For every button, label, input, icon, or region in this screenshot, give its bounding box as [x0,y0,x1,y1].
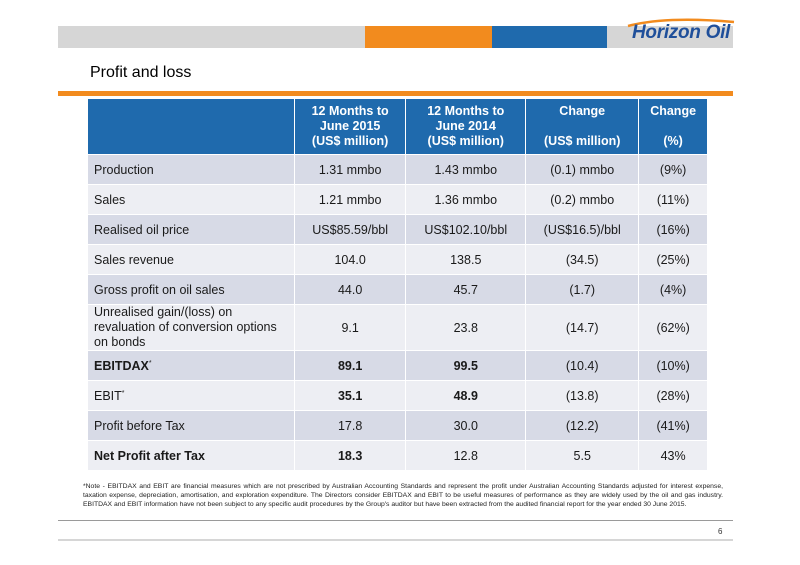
profit-loss-table: 12 Months to June 2015 (US$ million) 12 … [87,98,708,471]
cell-fy15: 35.1 [293,380,407,411]
table-row-gross-profit: Gross profit on oil sales 44.0 45.7 (1.7… [87,274,708,305]
cell-fy15: 89.1 [293,350,407,381]
logo-text: Horizon Oil [632,22,731,43]
row-label: Net Profit after Tax [87,440,295,471]
cell-change: (10.4) [525,350,640,381]
cell-change: (US$16.5)/bbl [525,214,640,245]
table-row-profit-before-tax: Profit before Tax 17.8 30.0 (12.2) (41%) [87,410,708,441]
cell-change-pct: (9%) [638,154,708,185]
header-change-line3: (US$ million) [544,134,621,148]
header-bar-orange [365,26,492,48]
cell-fy15: 1.31 mmbo [293,154,407,185]
row-label: Gross profit on oil sales [87,274,295,305]
header-color-bar [58,26,733,48]
cell-fy14: 30.0 [405,410,527,441]
header-fy15-line3: (US$ million) [311,134,389,148]
cell-fy14: 1.43 mmbo [405,154,527,185]
cell-fy14: US$102.10/bbl [405,214,527,245]
cell-change-pct: (41%) [638,410,708,441]
header-cell-change: Change (US$ million) [525,98,640,155]
table-row-ebitdax: EBITDAX* 89.1 99.5 (10.4) (10%) [87,350,708,381]
page-title: Profit and loss [90,64,192,81]
cell-fy14: 99.5 [405,350,527,381]
table-row-ebit: EBIT* 35.1 48.9 (13.8) (28%) [87,380,708,411]
cell-change-pct: (16%) [638,214,708,245]
cell-change-pct: (4%) [638,274,708,305]
header-bar-blue [492,26,607,48]
row-label-text: EBIT [94,388,122,403]
footnote-marker: * [148,359,152,367]
cell-change: (13.8) [525,380,640,411]
cell-fy14: 138.5 [405,244,527,275]
cell-change-pct: (28%) [638,380,708,411]
header-cell-empty [87,98,295,155]
table-row-production: Production 1.31 mmbo 1.43 mmbo (0.1) mmb… [87,154,708,185]
table-header-row: 12 Months to June 2015 (US$ million) 12 … [87,98,708,155]
row-label: EBITDAX* [87,350,295,381]
cell-change-pct: (62%) [638,304,708,351]
cell-change-pct: (25%) [638,244,708,275]
cell-change: (14.7) [525,304,640,351]
cell-fy15: 9.1 [293,304,407,351]
cell-fy15: 1.21 mmbo [293,184,407,215]
row-label: Realised oil price [87,214,295,245]
header-pct-line3: (%) [663,134,683,148]
row-label: Profit before Tax [87,410,295,441]
cell-change: 5.5 [525,440,640,471]
cell-change: (1.7) [525,274,640,305]
header-fy15-line1: 12 Months to [311,104,389,118]
row-label-text: EBITDAX [94,358,149,373]
cell-fy14: 45.7 [405,274,527,305]
footnote-marker: * [121,389,125,397]
cell-fy14: 12.8 [405,440,527,471]
footnote: *Note - EBITDAX and EBIT are financial m… [83,483,723,508]
header-fy14-line2: June 2014 [435,119,496,133]
logo-swoosh-icon [627,18,735,28]
title-divider [58,91,733,96]
cell-change: (12.2) [525,410,640,441]
page-number: 6 [718,527,723,536]
header-bar-light [607,26,733,48]
table-row-sales: Sales 1.21 mmbo 1.36 mmbo (0.2) mmbo (11… [87,184,708,215]
table-row-sales-revenue: Sales revenue 104.0 138.5 (34.5) (25%) [87,244,708,275]
header-change-line1: Change [559,104,606,118]
table-row-unrealised-gain: Unrealised gain/(loss) on revaluation of… [87,304,708,351]
header-cell-change-pct: Change (%) [638,98,708,155]
company-logo: Horizon Oil [620,18,740,50]
cell-change-pct: (10%) [638,350,708,381]
row-label: Sales [87,184,295,215]
cell-fy15: 44.0 [293,274,407,305]
cell-change-pct: 43% [638,440,708,471]
row-label: Unrealised gain/(loss) on revaluation of… [87,304,295,351]
cell-fy15: 18.3 [293,440,407,471]
cell-change-pct: (11%) [638,184,708,215]
header-fy14-line3: (US$ million) [427,134,504,148]
row-label: EBIT* [87,380,295,411]
cell-fy14: 48.9 [405,380,527,411]
cell-fy15: US$85.59/bbl [293,214,407,245]
cell-change: (34.5) [525,244,640,275]
header-cell-fy15: 12 Months to June 2015 (US$ million) [293,98,407,155]
header-cell-fy14: 12 Months to June 2014 (US$ million) [405,98,527,155]
row-label: Production [87,154,295,185]
table-row-net-profit-after-tax: Net Profit after Tax 18.3 12.8 5.5 43% [87,440,708,471]
header-bar-gray [58,26,365,48]
footer-bar [58,539,733,541]
cell-change: (0.2) mmbo [525,184,640,215]
cell-fy14: 1.36 mmbo [405,184,527,215]
cell-fy15: 104.0 [293,244,407,275]
header-fy15-line2: June 2015 [319,119,381,133]
cell-fy14: 23.8 [405,304,527,351]
footer-divider [58,520,733,521]
header-fy14-line1: 12 Months to [427,104,505,118]
header-pct-line1: Change [650,104,697,118]
cell-change: (0.1) mmbo [525,154,640,185]
table-row-realised-oil-price: Realised oil price US$85.59/bbl US$102.1… [87,214,708,245]
cell-fy15: 17.8 [293,410,407,441]
row-label: Sales revenue [87,244,295,275]
